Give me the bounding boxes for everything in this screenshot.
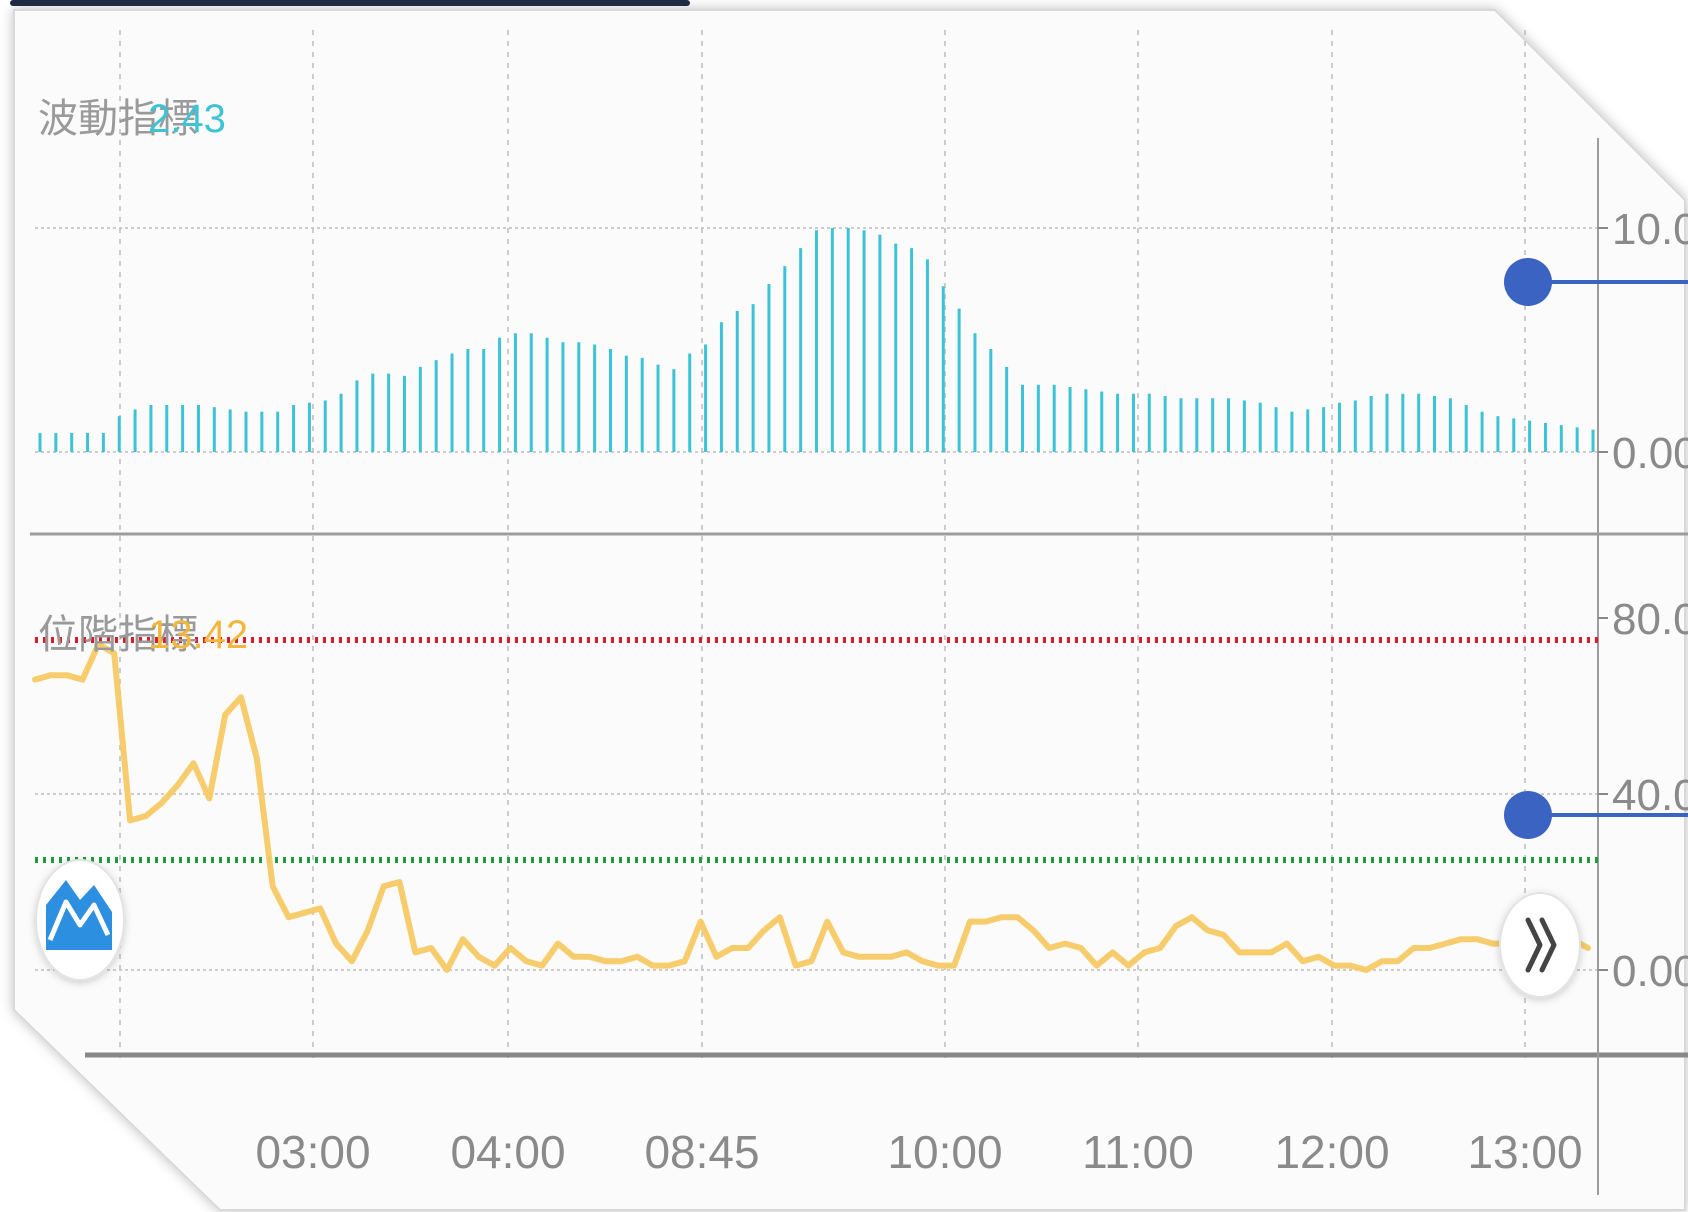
- y-tick-label: 80.00: [1612, 595, 1688, 644]
- y-tick-label: 40.00: [1612, 771, 1688, 820]
- y-tick-labels: 10.00 0.00 80.00 40.00 0.00: [1598, 205, 1688, 996]
- x-tick-label: 08:45: [644, 1126, 759, 1178]
- callout-marker-bottom: [1504, 791, 1688, 839]
- y-tick-label: 10.00: [1612, 205, 1688, 254]
- position-line: [32, 641, 1591, 973]
- scroll-right-button[interactable]: [1499, 892, 1581, 998]
- y-tick-label: 0.00: [1612, 947, 1688, 996]
- position-value: 13.42: [148, 613, 248, 657]
- double-chevron-right-icon: [1525, 917, 1557, 973]
- x-tick-label: 13:00: [1467, 1126, 1582, 1178]
- volatility-title: 波動指標: [38, 96, 198, 142]
- grid-layer: [30, 30, 1688, 1195]
- x-tick-labels: 03:00 04:00 08:45 10:00 11:00 12:00 13:00: [255, 1126, 1582, 1178]
- callout-marker-top: [1504, 258, 1688, 306]
- panel-frame: [13, 9, 1686, 1211]
- volatility-value: 2.43: [148, 97, 226, 141]
- mountain-chart-icon: [46, 880, 112, 950]
- position-title: 位階指標: [38, 612, 198, 658]
- x-tick-label: 12:00: [1274, 1126, 1389, 1178]
- x-tick-label: 10:00: [887, 1126, 1002, 1178]
- x-tick-label: 03:00: [255, 1126, 370, 1178]
- x-tick-label: 11:00: [1082, 1126, 1194, 1178]
- x-tick-label: 04:00: [450, 1126, 565, 1178]
- y-tick-label: 0.00: [1612, 429, 1688, 478]
- position-line-layer: [32, 641, 1591, 973]
- volatility-bars: [38, 228, 1595, 452]
- mountain-chart-button[interactable]: [35, 859, 125, 981]
- top-edge-bar: [10, 0, 690, 6]
